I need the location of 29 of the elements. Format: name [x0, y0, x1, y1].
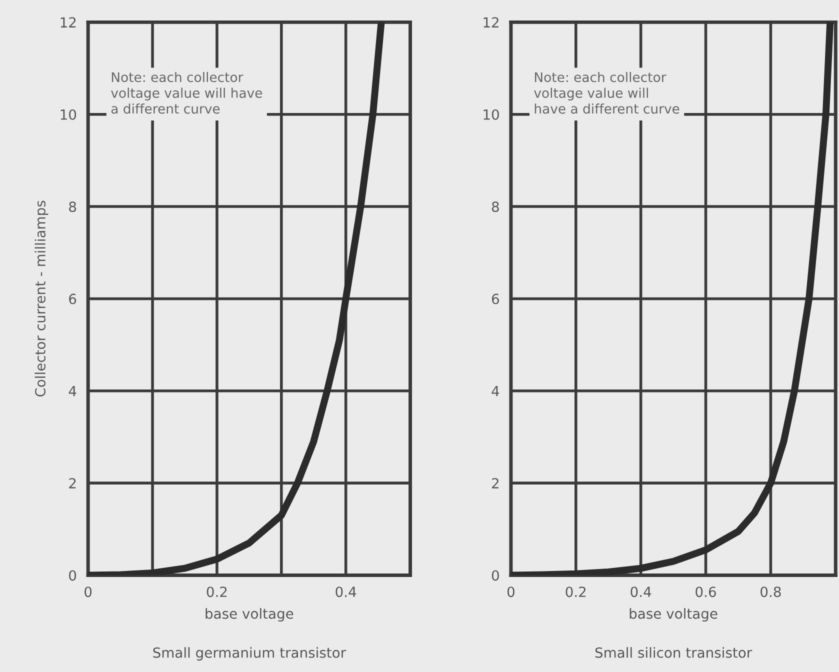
x-axis-title: base voltage — [630, 608, 718, 622]
annotation: Note: each collector voltage value will have a different curve — [111, 72, 262, 114]
y-tick-label: 0 — [492, 570, 499, 581]
text: Small germanium transistor — [153, 647, 346, 661]
annotation: Note: each collector voltage value will have a different curve — [534, 72, 680, 114]
y-tick-label: 12 — [484, 17, 498, 28]
text: Small silicon transistor — [595, 647, 752, 658]
y-tick-label: 6 — [69, 294, 76, 304]
x-tick-label: 0.4 — [336, 586, 356, 598]
y-tick-label: 4 — [492, 386, 500, 396]
x-tick-label: 0 — [84, 586, 92, 598]
x-axis-title: base voltage — [206, 608, 294, 622]
y-axis-title: Collector current - milliamps — [34, 200, 48, 396]
x-tick-label: 0 — [507, 586, 514, 598]
x-tick-label: 0.6 — [696, 586, 716, 598]
y-tick-label: 2 — [69, 478, 76, 488]
y-tick-label: 2 — [492, 478, 498, 488]
y-tick-label: 8 — [69, 201, 76, 212]
y-tick-label: 8 — [492, 201, 499, 212]
y-tick-label: 0 — [69, 570, 76, 581]
x-tick-label: 0.8 — [760, 586, 781, 598]
y-tick-label: 4 — [68, 386, 76, 396]
x-tick-label: 0.4 — [630, 586, 652, 598]
y-tick-label: 10 — [484, 109, 499, 120]
y-tick-label: 12 — [60, 17, 76, 28]
y-tick-label: 6 — [492, 294, 499, 304]
x-tick-label: 0.2 — [206, 586, 227, 598]
x-tick-label: 0.2 — [566, 586, 586, 598]
y-tick-label: 10 — [60, 109, 76, 120]
